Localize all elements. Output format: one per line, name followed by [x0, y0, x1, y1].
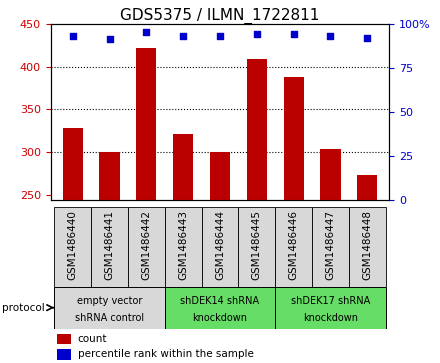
Bar: [173, 134, 193, 200]
Bar: [275, 207, 312, 287]
Text: GSM1486447: GSM1486447: [326, 210, 335, 280]
Bar: [57, 349, 71, 359]
Bar: [357, 175, 378, 200]
Bar: [165, 207, 202, 287]
Bar: [128, 207, 165, 287]
Text: knockdown: knockdown: [193, 313, 247, 323]
Point: [69, 33, 76, 39]
Bar: [247, 59, 267, 200]
Text: empty vector: empty vector: [77, 296, 142, 306]
Bar: [320, 149, 341, 200]
Point: [364, 35, 371, 41]
Bar: [202, 207, 238, 287]
Text: percentile rank within the sample: percentile rank within the sample: [78, 349, 253, 359]
Text: shRNA control: shRNA control: [75, 313, 144, 323]
Text: shDEK14 shRNA: shDEK14 shRNA: [180, 296, 260, 306]
Bar: [312, 207, 349, 287]
Text: count: count: [78, 334, 107, 344]
Text: GSM1486442: GSM1486442: [141, 210, 151, 280]
Bar: [57, 334, 71, 344]
Bar: [91, 207, 128, 287]
Bar: [54, 287, 165, 329]
Bar: [349, 207, 386, 287]
Text: GSM1486446: GSM1486446: [289, 210, 299, 280]
Bar: [210, 152, 230, 200]
Text: shDEK17 shRNA: shDEK17 shRNA: [291, 296, 370, 306]
Text: protocol: protocol: [2, 303, 45, 313]
Point: [216, 33, 224, 39]
Bar: [136, 48, 157, 200]
Bar: [165, 287, 275, 329]
Text: GSM1486441: GSM1486441: [105, 210, 114, 280]
Text: GSM1486443: GSM1486443: [178, 210, 188, 280]
Bar: [238, 207, 275, 287]
Text: GSM1486440: GSM1486440: [68, 210, 78, 280]
Bar: [99, 152, 120, 200]
Text: GSM1486445: GSM1486445: [252, 210, 262, 280]
Bar: [275, 287, 386, 329]
Bar: [62, 129, 83, 200]
Point: [290, 31, 297, 37]
Point: [253, 31, 260, 37]
Text: GSM1486444: GSM1486444: [215, 210, 225, 280]
Bar: [54, 207, 91, 287]
Text: knockdown: knockdown: [303, 313, 358, 323]
Point: [106, 37, 113, 42]
Bar: [283, 77, 304, 200]
Point: [143, 29, 150, 35]
Text: GSM1486448: GSM1486448: [362, 210, 372, 280]
Point: [327, 33, 334, 39]
Title: GDS5375 / ILMN_1722811: GDS5375 / ILMN_1722811: [120, 7, 320, 24]
Point: [180, 33, 187, 39]
